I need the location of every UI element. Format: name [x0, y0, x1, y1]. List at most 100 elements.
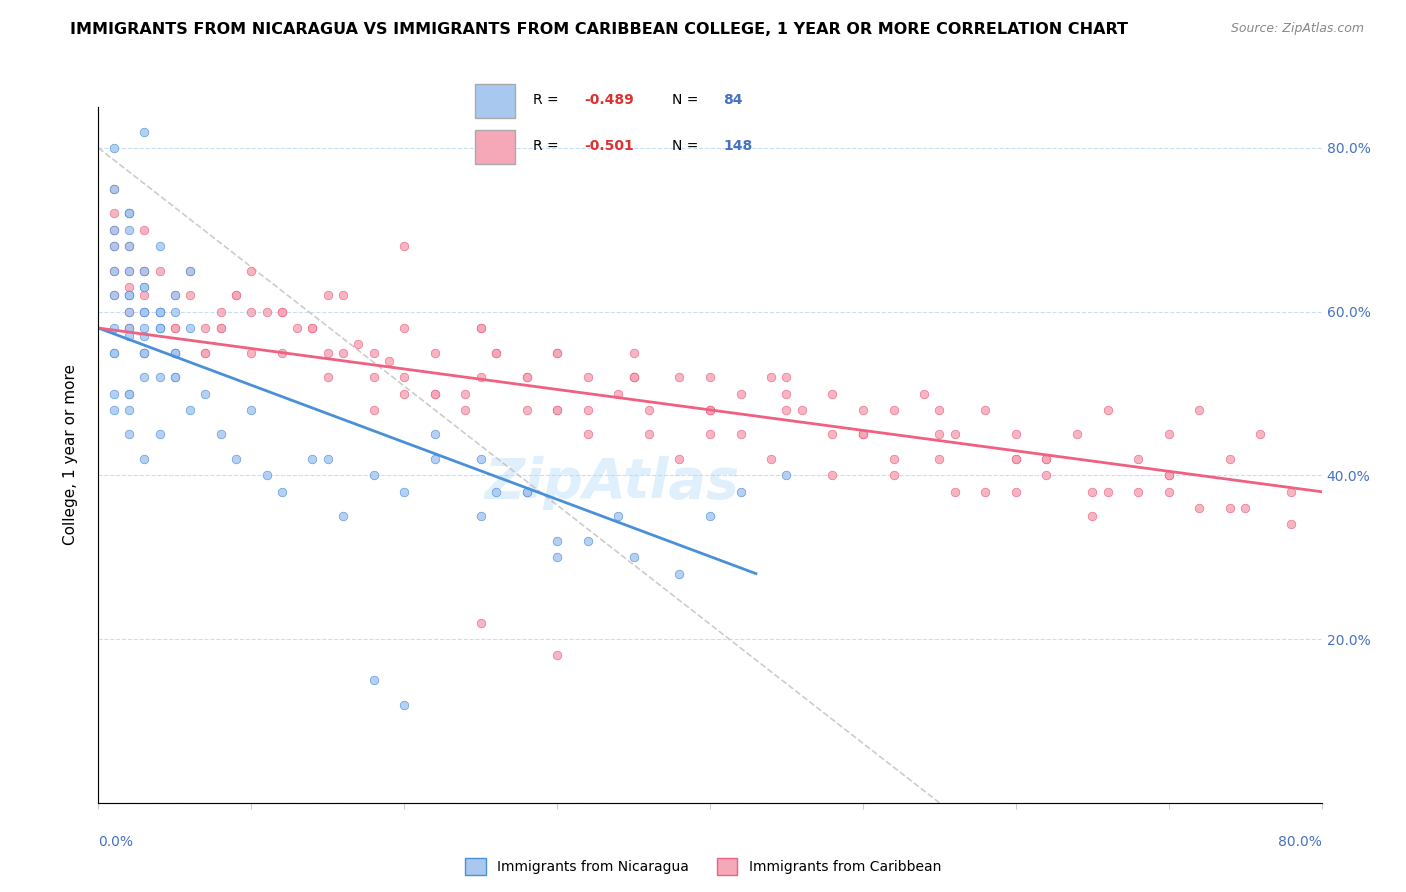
- Point: [730, 427, 752, 442]
- Point: [423, 345, 446, 359]
- Point: [163, 321, 186, 335]
- Point: [912, 386, 935, 401]
- Point: [1128, 452, 1150, 467]
- Point: [974, 403, 997, 417]
- Point: [134, 304, 156, 318]
- Point: [699, 403, 721, 417]
- Point: [179, 264, 201, 278]
- Point: [179, 264, 201, 278]
- Point: [270, 484, 292, 499]
- Point: [883, 452, 905, 467]
- Point: [1234, 501, 1257, 516]
- Point: [118, 264, 141, 278]
- Text: -0.501: -0.501: [585, 139, 634, 153]
- Point: [134, 304, 156, 318]
- Point: [423, 386, 446, 401]
- Text: 80.0%: 80.0%: [1278, 835, 1322, 848]
- Point: [225, 288, 247, 302]
- Point: [852, 427, 875, 442]
- Point: [194, 386, 217, 401]
- Point: [163, 304, 186, 318]
- Point: [454, 386, 477, 401]
- Point: [775, 386, 797, 401]
- Point: [118, 403, 141, 417]
- Point: [103, 239, 125, 253]
- Point: [623, 345, 645, 359]
- Point: [149, 304, 172, 318]
- Point: [363, 403, 385, 417]
- Point: [134, 288, 156, 302]
- Point: [103, 288, 125, 302]
- Text: -0.489: -0.489: [585, 93, 634, 107]
- Point: [470, 321, 492, 335]
- Point: [668, 370, 690, 384]
- Point: [470, 321, 492, 335]
- Point: [668, 566, 690, 581]
- Point: [775, 370, 797, 384]
- Point: [118, 427, 141, 442]
- Point: [270, 304, 292, 318]
- Point: [576, 427, 599, 442]
- Point: [1081, 484, 1104, 499]
- Point: [240, 264, 263, 278]
- Point: [301, 321, 323, 335]
- Point: [134, 304, 156, 318]
- Point: [546, 345, 568, 359]
- Point: [576, 403, 599, 417]
- Point: [209, 427, 232, 442]
- Point: [546, 550, 568, 565]
- Point: [790, 403, 813, 417]
- Point: [134, 345, 156, 359]
- Point: [883, 403, 905, 417]
- Point: [134, 280, 156, 294]
- FancyBboxPatch shape: [475, 130, 515, 163]
- Point: [485, 345, 508, 359]
- Point: [118, 206, 141, 220]
- Point: [118, 288, 141, 302]
- Point: [883, 468, 905, 483]
- Point: [775, 403, 797, 417]
- Point: [332, 288, 354, 302]
- Point: [103, 223, 125, 237]
- Point: [546, 403, 568, 417]
- Point: [134, 329, 156, 343]
- Point: [103, 403, 125, 417]
- Text: R =: R =: [533, 139, 564, 153]
- Point: [470, 370, 492, 384]
- Point: [118, 288, 141, 302]
- Point: [699, 370, 721, 384]
- Point: [546, 403, 568, 417]
- Point: [821, 468, 844, 483]
- Point: [623, 370, 645, 384]
- Point: [821, 386, 844, 401]
- Point: [134, 345, 156, 359]
- Point: [759, 370, 782, 384]
- Point: [118, 321, 141, 335]
- Point: [240, 403, 263, 417]
- Point: [485, 345, 508, 359]
- Point: [516, 484, 538, 499]
- Point: [516, 484, 538, 499]
- Point: [1097, 403, 1119, 417]
- Point: [516, 370, 538, 384]
- Text: 0.0%: 0.0%: [98, 835, 134, 848]
- Point: [118, 304, 141, 318]
- Point: [928, 403, 950, 417]
- Point: [759, 452, 782, 467]
- Point: [163, 345, 186, 359]
- Point: [149, 304, 172, 318]
- Point: [118, 288, 141, 302]
- Point: [423, 386, 446, 401]
- Point: [1035, 468, 1057, 483]
- Point: [730, 386, 752, 401]
- Point: [149, 321, 172, 335]
- Point: [1249, 427, 1271, 442]
- Text: N =: N =: [672, 93, 703, 107]
- Point: [1081, 509, 1104, 524]
- Point: [347, 337, 370, 351]
- Point: [134, 280, 156, 294]
- Point: [103, 345, 125, 359]
- Point: [118, 304, 141, 318]
- Point: [209, 321, 232, 335]
- Point: [546, 533, 568, 548]
